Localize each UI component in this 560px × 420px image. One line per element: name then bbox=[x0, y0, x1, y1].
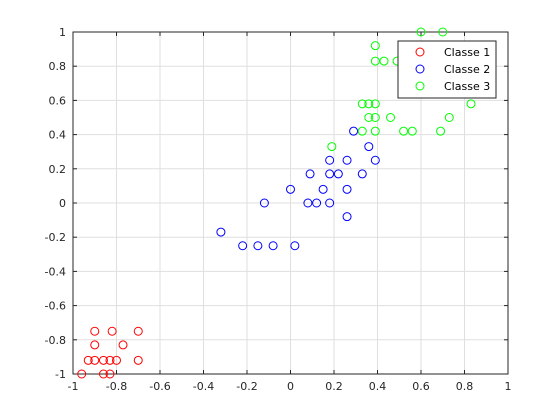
y-tick-label: -0.2 bbox=[45, 231, 66, 244]
data-point bbox=[438, 27, 448, 37]
series-1 bbox=[77, 326, 143, 379]
y-tick-label: 0.2 bbox=[49, 163, 67, 176]
data-point bbox=[98, 355, 108, 365]
data-point bbox=[370, 126, 380, 136]
data-point bbox=[105, 369, 115, 379]
y-tick-label: 0.4 bbox=[49, 129, 67, 142]
data-point bbox=[416, 27, 426, 37]
y-tick-labels: -1 -0.8 -0.6 -0.4 -0.2 0 0.2 0.4 0.6 0.8 1 bbox=[45, 26, 66, 381]
data-point bbox=[357, 99, 367, 109]
data-point bbox=[386, 113, 396, 122]
y-tick-label: -0.8 bbox=[45, 334, 66, 347]
data-point bbox=[216, 227, 226, 237]
data-point bbox=[436, 126, 446, 136]
data-point bbox=[77, 369, 87, 379]
x-tick-labels: -1 -0.8 -0.6 -0.4 -0.2 0 0.2 0.4 0.6 0.8 1 bbox=[68, 380, 512, 393]
data-point bbox=[333, 169, 343, 179]
legend-label: Classe 3 bbox=[444, 80, 490, 93]
data-point bbox=[133, 355, 143, 365]
data-point bbox=[364, 99, 374, 109]
y-tick-label: 1 bbox=[59, 26, 66, 39]
data-point bbox=[364, 113, 374, 122]
x-tick-label: -0.6 bbox=[149, 380, 170, 393]
legend-label: Classe 1 bbox=[444, 46, 490, 59]
x-tick-label: 0.2 bbox=[325, 380, 343, 393]
data-point bbox=[238, 241, 248, 251]
data-point bbox=[349, 126, 359, 136]
y-tick-label: -0.4 bbox=[45, 265, 66, 278]
data-point bbox=[342, 212, 352, 222]
legend-marker bbox=[415, 64, 425, 74]
data-point bbox=[342, 184, 352, 194]
data-point bbox=[268, 241, 278, 251]
data-point bbox=[342, 155, 352, 165]
y-tick-label: 0.6 bbox=[49, 94, 67, 107]
data-point bbox=[253, 241, 263, 251]
x-tick-label: -0.2 bbox=[236, 380, 257, 393]
data-point bbox=[90, 326, 100, 336]
data-point bbox=[290, 241, 300, 251]
data-point bbox=[370, 41, 380, 51]
data-point bbox=[118, 340, 128, 350]
data-point bbox=[112, 355, 121, 365]
x-tick-label: -0.4 bbox=[193, 380, 214, 393]
data-point bbox=[370, 155, 380, 165]
data-point bbox=[364, 142, 374, 152]
series-3 bbox=[327, 27, 476, 152]
data-point bbox=[83, 355, 93, 365]
data-point bbox=[105, 355, 115, 365]
data-point bbox=[370, 99, 380, 109]
data-point bbox=[312, 198, 322, 208]
data-point bbox=[98, 369, 108, 379]
data-point bbox=[107, 326, 117, 336]
x-tick-label: -1 bbox=[68, 380, 79, 393]
x-tick-label: 0.6 bbox=[412, 380, 430, 393]
series-2 bbox=[216, 126, 380, 251]
data-point bbox=[305, 169, 315, 179]
legend-marker bbox=[415, 47, 425, 57]
data-point bbox=[133, 326, 143, 336]
data-point bbox=[259, 198, 269, 208]
data-point bbox=[357, 126, 367, 136]
legend-box bbox=[397, 40, 497, 99]
data-point bbox=[318, 184, 328, 194]
y-tick-label: -0.6 bbox=[45, 300, 66, 313]
data-point bbox=[370, 113, 380, 122]
data-points bbox=[77, 27, 476, 379]
x-tick-label: 0.4 bbox=[369, 380, 387, 393]
data-point bbox=[379, 56, 389, 66]
data-point bbox=[357, 169, 367, 179]
data-point bbox=[303, 198, 313, 208]
data-point bbox=[444, 113, 454, 122]
x-tick-label: 0 bbox=[287, 380, 294, 393]
data-point bbox=[327, 142, 337, 152]
data-point bbox=[325, 155, 335, 165]
legend-marker bbox=[415, 81, 425, 91]
data-point bbox=[407, 126, 417, 136]
ticks bbox=[72, 31, 509, 375]
y-tick-label: -1 bbox=[55, 368, 66, 381]
data-point bbox=[90, 340, 100, 350]
x-tick-label: -0.8 bbox=[106, 380, 127, 393]
data-point bbox=[466, 99, 476, 109]
data-point bbox=[399, 126, 409, 136]
data-point bbox=[325, 198, 335, 208]
legend: Classe 1 Classe 2 Classe 3 bbox=[397, 40, 497, 99]
data-point bbox=[370, 56, 380, 66]
x-tick-label: 0.8 bbox=[456, 380, 474, 393]
y-tick-label: 0 bbox=[59, 197, 66, 210]
legend-label: Classe 2 bbox=[444, 63, 490, 76]
y-tick-label: 0.8 bbox=[49, 60, 67, 73]
x-tick-label: 1 bbox=[505, 380, 512, 393]
data-point bbox=[90, 355, 100, 365]
data-point bbox=[286, 184, 295, 194]
data-point bbox=[325, 169, 335, 179]
